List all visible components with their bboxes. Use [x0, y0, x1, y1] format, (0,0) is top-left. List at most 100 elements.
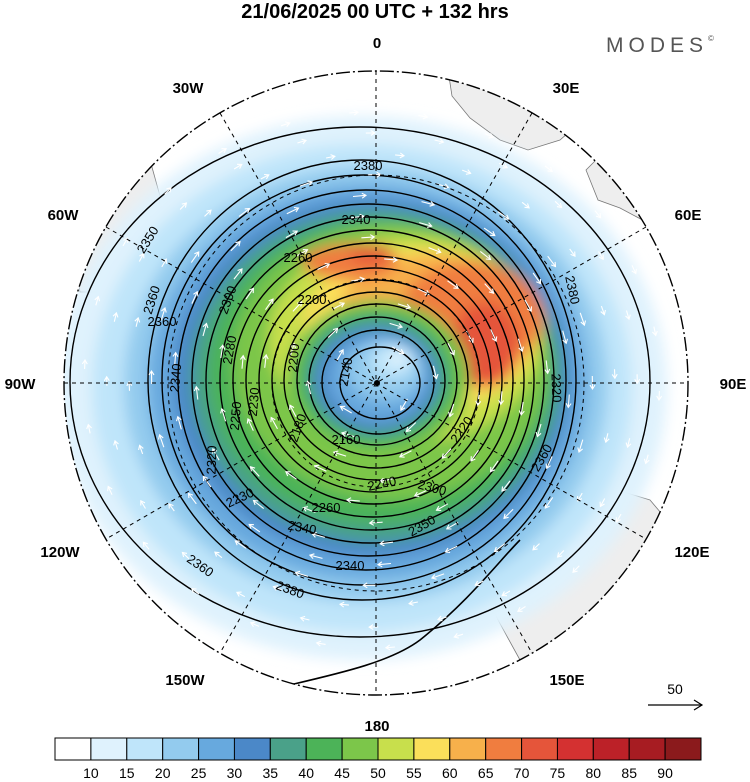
contour-label: 2340: [342, 212, 371, 227]
wind-vector: [270, 416, 278, 430]
wind-vectors: [81, 109, 663, 651]
contour-label: 2380: [562, 274, 583, 305]
wind-vector: [554, 200, 563, 209]
contour-label-text: 2340: [287, 518, 318, 538]
contour-label: 2340: [287, 518, 318, 538]
wind-vector: [94, 295, 101, 306]
wind-vector: [603, 433, 610, 444]
wind-vector: [600, 305, 606, 316]
wind-vector: [299, 180, 314, 187]
wind-vector: [302, 506, 316, 513]
wind-vector: [421, 201, 436, 207]
colorbar-swatch: [90, 737, 128, 761]
wind-vector: [289, 404, 297, 418]
wind-vector: [187, 492, 197, 505]
wind-vector: [384, 644, 395, 651]
wind-vector: [413, 489, 427, 498]
wind-vector: [249, 466, 260, 477]
wind-vector: [497, 211, 510, 220]
wind-vector: [113, 439, 119, 450]
wind-vector: [625, 310, 631, 321]
lon-label-30e: 30E: [553, 80, 580, 97]
contour-label-text: 2340: [342, 212, 371, 227]
lon-label-150w: 150W: [165, 672, 205, 689]
wind-vector: [339, 405, 352, 414]
colorbar-swatch: [556, 737, 594, 761]
wind-vector: [524, 299, 533, 312]
wind-vector: [233, 163, 243, 170]
wind-vector: [142, 541, 150, 550]
colorbar-tick: 70: [514, 765, 530, 781]
wind-vector: [332, 302, 346, 310]
wind-vector: [634, 374, 641, 385]
contour-label: 2340: [167, 363, 184, 393]
wind-vector: [503, 508, 514, 520]
wind-vector: [656, 390, 663, 402]
contour-label-text: 2320: [548, 373, 564, 402]
contour-label: 2280: [220, 334, 240, 365]
wind-vector: [340, 431, 355, 438]
lon-label-150e: 150E: [549, 672, 584, 689]
wind-vector: [285, 471, 297, 480]
wind-vector: [405, 422, 417, 433]
contour-label-text: 2230: [245, 387, 262, 417]
wind-vector: [470, 449, 479, 462]
contour-label: 2200: [285, 343, 302, 373]
wind-vector: [572, 565, 580, 573]
wind-vector: [434, 138, 445, 145]
contour-label-text: 2300: [416, 477, 448, 499]
wind-vector: [532, 543, 540, 551]
contour-label: 2140: [336, 356, 356, 387]
colorbar-tick: 75: [550, 765, 566, 781]
wind-vector: [521, 201, 530, 209]
wind-vector: [345, 497, 360, 504]
wind-vector: [351, 276, 366, 283]
wind-vector: [315, 640, 326, 647]
wind-vector: [501, 590, 511, 597]
lon-label-180: 180: [364, 718, 389, 735]
wind-vector: [544, 497, 554, 509]
colorbar-swatch: [305, 737, 343, 761]
contour-label-text: 2340: [336, 558, 365, 573]
contour-label-text: 2320: [204, 445, 220, 474]
wind-vector: [408, 600, 419, 606]
pole-marker: [374, 380, 380, 386]
wind-vector: [305, 380, 312, 395]
colorbar-tick: 40: [298, 765, 314, 781]
wind-vector: [218, 148, 227, 154]
wind-vector: [179, 202, 188, 210]
wind-vector: [164, 187, 172, 195]
contour-label: 2250: [227, 401, 244, 431]
wind-vector: [532, 272, 542, 285]
colorbar-tick: 80: [586, 765, 602, 781]
wind-vector: [311, 531, 325, 538]
wind-vector: [233, 268, 243, 280]
wind-vector: [643, 454, 650, 465]
wind-vector: [365, 130, 376, 136]
colorbar-tick: 10: [83, 765, 99, 781]
wind-vector: [134, 316, 141, 327]
wind-vector: [398, 450, 412, 458]
wind-vector: [272, 585, 283, 591]
vector-reference-value: 50: [667, 681, 683, 697]
wind-vector: [246, 417, 254, 431]
wind-vector: [190, 251, 200, 263]
colorbar-swatch: [592, 737, 630, 761]
contour-label: 2260: [312, 500, 341, 515]
contour-label: 2200: [298, 292, 327, 307]
colorbar-swatch: [341, 737, 379, 761]
wind-vector: [419, 222, 433, 229]
contour-label: 2240: [366, 473, 397, 494]
wind-vector: [327, 327, 339, 338]
lon-label-60w: 60W: [48, 207, 80, 224]
wind-vector: [445, 521, 459, 530]
contour-label: 2360: [148, 314, 177, 329]
contour-label-text: 2140: [336, 356, 356, 387]
wind-vector: [376, 561, 392, 568]
colorbar-tick: 15: [119, 765, 135, 781]
wind-vector: [483, 227, 496, 237]
contour-label-text: 2200: [298, 292, 327, 307]
wind-vector: [193, 385, 200, 400]
wind-vector: [384, 256, 399, 263]
